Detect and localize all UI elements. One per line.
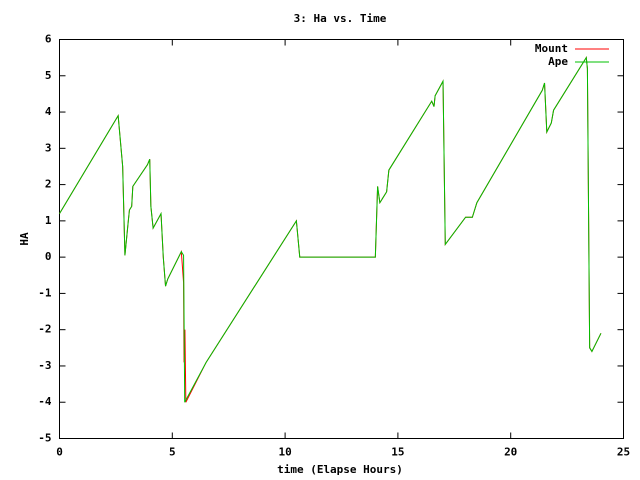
x-tick-label: 20	[504, 446, 517, 459]
plot-frame	[59, 39, 624, 439]
y-tick-label: -4	[38, 395, 52, 408]
y-tick-label: -5	[38, 432, 51, 445]
y-tick-label: 3	[45, 141, 52, 154]
legend-label: Ape	[548, 55, 568, 68]
y-tick-label: 1	[45, 214, 52, 227]
y-tick-label: 5	[45, 69, 52, 82]
legend-label: Mount	[535, 42, 568, 55]
y-tick-label: -2	[38, 323, 51, 336]
y-tick-label: 4	[45, 105, 52, 118]
x-tick-label: 25	[617, 446, 630, 459]
x-tick-label: 0	[56, 446, 63, 459]
x-tick-label: 10	[278, 446, 291, 459]
y-tick-label: -3	[38, 359, 51, 372]
x-tick-label: 15	[391, 446, 404, 459]
y-tick-label: -1	[38, 286, 52, 299]
data-line	[59, 56, 602, 403]
y-tick-label: 2	[45, 178, 52, 191]
x-tick-label: 5	[169, 446, 176, 459]
chart-title: 3: Ha vs. Time	[294, 12, 387, 25]
y-tick-label: 6	[45, 33, 52, 46]
y-tick-label: 0	[45, 250, 52, 263]
x-axis-label: time (Elapse Hours)	[277, 463, 403, 476]
y-axis-label: HA	[18, 232, 31, 246]
